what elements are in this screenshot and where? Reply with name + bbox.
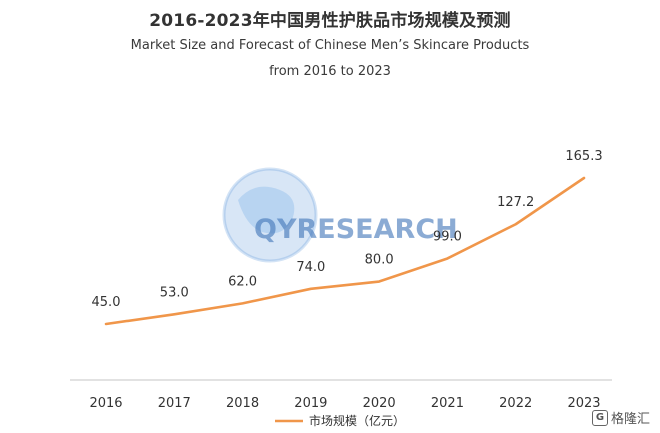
data-label-2022: 127.2 bbox=[497, 195, 534, 210]
x-tick-label-2021: 2021 bbox=[431, 396, 464, 411]
chart-subtitle-line1: Market Size and Forecast of Chinese Men’… bbox=[130, 38, 530, 53]
x-tick-label-2022: 2022 bbox=[499, 396, 532, 411]
data-label-2020: 80.0 bbox=[365, 253, 394, 268]
data-label-2017: 53.0 bbox=[160, 285, 189, 300]
data-label-2016: 45.0 bbox=[92, 295, 121, 310]
watermark-globe-icon bbox=[224, 169, 316, 261]
watermark-text: QYRESEARCH bbox=[254, 214, 458, 245]
x-tick-label-2016: 2016 bbox=[89, 396, 122, 411]
g-logo-icon: G bbox=[591, 409, 608, 426]
data-label-2018: 62.0 bbox=[228, 274, 257, 289]
data-labels: 45.0 53.0 62.0 74.0 80.0 99.0 127.2 165.3 bbox=[92, 149, 603, 310]
legend-label: 市场规模（亿元） bbox=[309, 413, 405, 428]
chart-title: 2016-2023年中国男性护肤品市场规模及预测 bbox=[149, 11, 511, 31]
corner-logo: G 格隆汇 bbox=[591, 408, 650, 427]
corner-logo-text: 格隆汇 bbox=[610, 412, 650, 427]
x-axis-ticks: 2016 2017 2018 2019 2020 2021 2022 2023 bbox=[89, 396, 600, 411]
x-tick-label-2023: 2023 bbox=[567, 396, 600, 411]
chart-subtitle-line2: from 2016 to 2023 bbox=[269, 64, 391, 79]
series-line-market-size bbox=[104, 176, 586, 326]
x-tick-label-2017: 2017 bbox=[158, 396, 191, 411]
data-label-2021: 99.0 bbox=[433, 229, 462, 244]
x-tick-label-2020: 2020 bbox=[363, 396, 396, 411]
x-tick-label-2018: 2018 bbox=[226, 396, 259, 411]
qyresearch-watermark: QYRESEARCH bbox=[222, 167, 458, 263]
data-label-2023: 165.3 bbox=[565, 149, 602, 164]
x-tick-label-2019: 2019 bbox=[294, 396, 327, 411]
data-label-2019: 74.0 bbox=[296, 260, 325, 275]
legend: 市场规模（亿元） bbox=[275, 413, 405, 428]
